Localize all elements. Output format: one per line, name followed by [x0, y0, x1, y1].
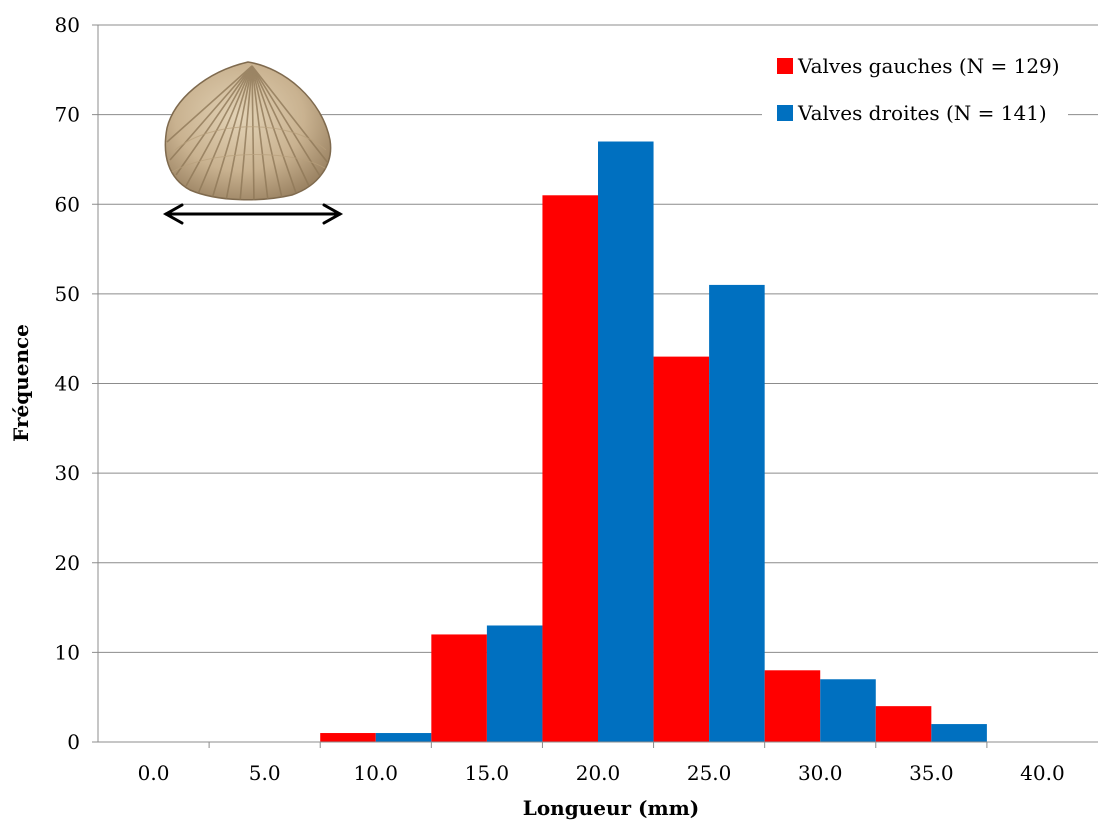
y-axis-title: Fréquence	[9, 324, 33, 442]
y-tick-label: 60	[55, 192, 80, 216]
y-tick-label: 70	[55, 103, 80, 127]
axes	[97, 25, 1098, 748]
y-tick-label: 40	[55, 372, 80, 396]
bar-droites	[598, 141, 654, 742]
cockle-shell-image	[164, 61, 332, 201]
y-tick-label: 50	[55, 282, 80, 306]
y-tick-label: 30	[55, 461, 80, 485]
bar-gauches	[431, 634, 487, 742]
y-tick-labels: 0 10 20 30 40 50 60 70 80	[55, 13, 80, 754]
bar-droites	[931, 724, 987, 742]
x-tick-label: 20.0	[576, 761, 621, 785]
x-tick-label: 15.0	[465, 761, 510, 785]
y-tick-label: 10	[55, 640, 80, 664]
legend-swatch-droites	[777, 105, 793, 121]
bar-droites	[709, 284, 765, 742]
x-tick-label: 0.0	[138, 761, 170, 785]
x-tick-label: 25.0	[687, 761, 732, 785]
x-tick-label: 40.0	[1020, 761, 1065, 785]
y-tick-label: 80	[55, 13, 80, 37]
x-tick-labels: 0.0 5.0 10.0 15.0 20.0 25.0 30.0 35.0 40.0	[138, 761, 1065, 785]
y-tick-label: 20	[55, 551, 80, 575]
legend-swatch-gauches	[777, 58, 793, 74]
x-tick-label: 10.0	[354, 761, 399, 785]
bar-droites	[486, 625, 543, 742]
bars	[320, 141, 987, 743]
y-tick-label: 0	[67, 730, 80, 754]
bar-droites	[820, 679, 876, 742]
bar-gauches	[764, 670, 821, 742]
bar-gauches	[875, 706, 932, 742]
legend-label-droites: Valves droites (N = 141)	[797, 101, 1047, 125]
x-tick-label: 35.0	[909, 761, 954, 785]
bar-droites	[375, 733, 432, 742]
x-tick-label: 5.0	[249, 761, 281, 785]
double-arrow-icon	[162, 203, 344, 225]
bar-gauches	[320, 733, 376, 742]
bar-gauches	[542, 195, 598, 743]
bar-gauches	[653, 356, 710, 742]
legend-background	[762, 40, 1068, 132]
x-tick-label: 30.0	[798, 761, 843, 785]
legend: Valves gauches (N = 129) Valves droites …	[762, 40, 1068, 132]
legend-label-gauches: Valves gauches (N = 129)	[797, 54, 1060, 78]
x-axis-title: Longueur (mm)	[523, 796, 699, 820]
